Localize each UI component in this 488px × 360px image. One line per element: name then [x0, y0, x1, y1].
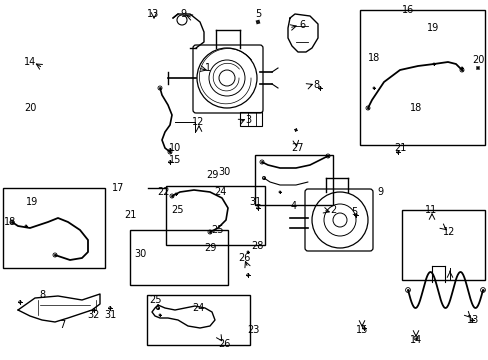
Bar [130, 230, 227, 285]
Text: 14: 14 [24, 57, 36, 67]
Text: 21: 21 [393, 143, 406, 153]
Text: 20: 20 [24, 103, 36, 113]
Text: 31: 31 [248, 197, 261, 207]
Text: 12: 12 [191, 117, 204, 127]
Text: 9: 9 [376, 187, 382, 197]
Text: 26: 26 [237, 253, 250, 263]
Text: 14: 14 [409, 335, 421, 345]
Text: 28: 28 [250, 241, 263, 251]
Text: 6: 6 [298, 20, 305, 30]
Text: 18: 18 [409, 103, 421, 113]
Bar [254, 155, 332, 205]
Text: 31: 31 [103, 310, 116, 320]
Text: 30: 30 [218, 167, 230, 177]
Text: 1: 1 [204, 63, 211, 73]
Text: 24: 24 [191, 303, 204, 313]
Text: 4: 4 [290, 201, 296, 211]
Text: 12: 12 [442, 227, 454, 237]
Text: 19: 19 [26, 197, 38, 207]
Text: 22: 22 [157, 187, 169, 197]
Text: 3: 3 [244, 115, 250, 125]
Text: 9: 9 [180, 9, 185, 19]
Text: 5: 5 [350, 207, 356, 217]
Text: 10: 10 [168, 143, 181, 153]
Text: 21: 21 [123, 210, 136, 220]
Text: 13: 13 [146, 9, 159, 19]
Text: 25: 25 [148, 295, 161, 305]
Bar [3, 188, 105, 268]
Bar [147, 295, 249, 345]
Text: 15: 15 [355, 325, 367, 335]
Text: 19: 19 [426, 23, 438, 33]
Text: 17: 17 [112, 183, 124, 193]
Text: 8: 8 [312, 80, 318, 90]
Text: 24: 24 [213, 187, 226, 197]
Text: 23: 23 [246, 325, 259, 335]
Bar [401, 210, 484, 280]
Bar [240, 112, 262, 126]
Text: 25: 25 [211, 225, 224, 235]
Text: 30: 30 [134, 249, 146, 259]
Text: 2: 2 [329, 205, 335, 215]
Text: 11: 11 [424, 205, 436, 215]
Text: 15: 15 [168, 155, 181, 165]
Text: 16: 16 [401, 5, 413, 15]
Text: 5: 5 [254, 9, 261, 19]
Bar [359, 10, 484, 145]
Text: 26: 26 [217, 339, 230, 349]
Text: 29: 29 [205, 170, 218, 180]
Text: 25: 25 [171, 205, 184, 215]
Text: 32: 32 [87, 310, 99, 320]
Text: 7: 7 [59, 320, 65, 330]
Text: 27: 27 [291, 143, 304, 153]
Text: 8: 8 [39, 290, 45, 300]
Text: 20: 20 [471, 55, 483, 65]
Text: 13: 13 [466, 315, 478, 325]
Bar [165, 186, 264, 245]
Text: 18: 18 [367, 53, 379, 63]
Text: 18: 18 [4, 217, 16, 227]
Text: 29: 29 [203, 243, 216, 253]
